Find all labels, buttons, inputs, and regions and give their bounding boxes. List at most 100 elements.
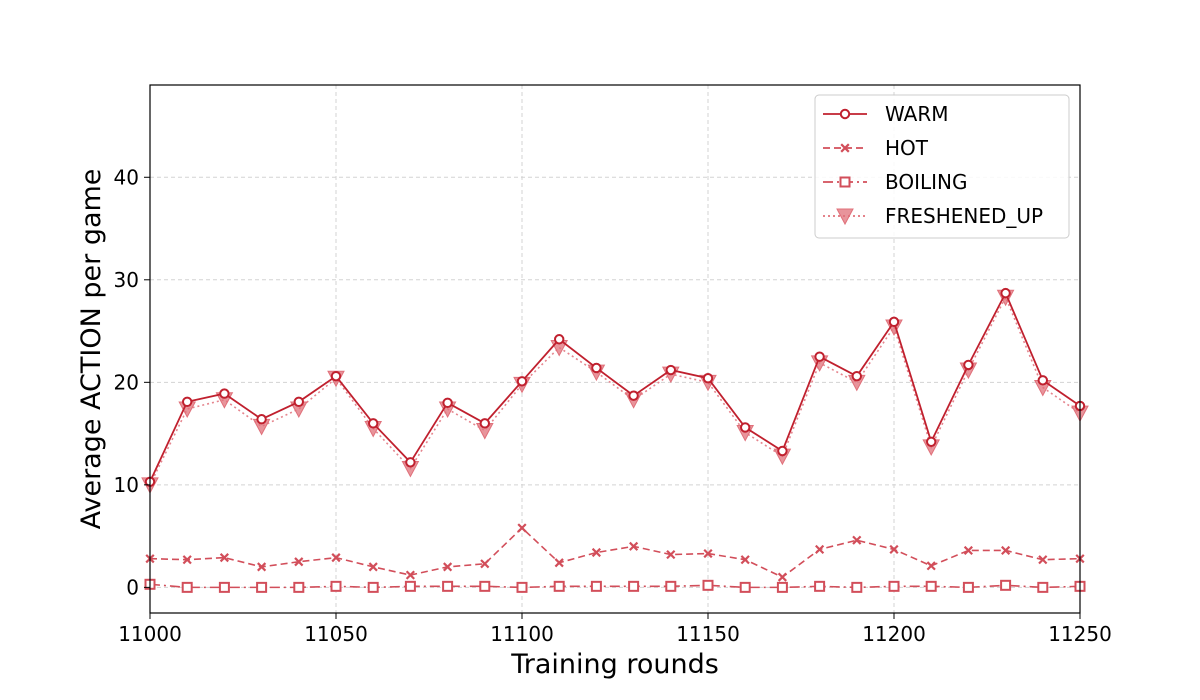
y-tick-label: 40: [114, 165, 139, 189]
data-point: [1001, 545, 1011, 556]
data-point: [628, 390, 639, 401]
data-point: [926, 436, 937, 447]
data-point: [256, 414, 267, 425]
legend-item: HOT: [823, 136, 929, 160]
x-axis-title: Training rounds: [510, 649, 719, 680]
data-point: [889, 544, 899, 555]
x-tick-label: 11100: [490, 622, 554, 646]
data-point: [182, 396, 193, 407]
data-point: [852, 535, 862, 545]
data-point: [777, 572, 787, 582]
data-point: [1000, 287, 1011, 299]
data-point: [1038, 555, 1048, 565]
data-point: [293, 396, 304, 407]
data-point: [851, 581, 863, 593]
series-freshened-up: [141, 289, 1089, 494]
data-point: [479, 418, 490, 429]
data-point: [257, 562, 267, 572]
data-point: [629, 541, 639, 551]
y-tick-label: 30: [114, 268, 139, 292]
data-point: [888, 316, 900, 328]
data-point: [331, 553, 341, 563]
data-point: [404, 580, 416, 592]
x-tick-label: 11150: [676, 622, 740, 646]
legend-marker: [839, 108, 851, 120]
data-point: [1037, 581, 1049, 593]
series-warm: [144, 287, 1086, 487]
legend: WARM HOT BOILING FRESHENED_UP: [814, 94, 1070, 239]
legend-box: [814, 94, 1070, 239]
data-point: [516, 581, 528, 593]
data-point: [219, 553, 229, 563]
x-tick-label: 11050: [304, 622, 368, 646]
data-point: [776, 581, 788, 593]
legend-label: HOT: [885, 136, 929, 160]
data-point: [665, 364, 676, 376]
data-point: [182, 555, 192, 565]
legend-item: WARM: [823, 102, 949, 126]
data-point: [443, 562, 453, 572]
series-line: [149, 526, 1081, 579]
data-point: [256, 581, 268, 593]
y-tick-label: 10: [114, 473, 139, 497]
legend-label: WARM: [885, 102, 949, 126]
data-point: [218, 581, 230, 593]
data-point: [926, 561, 936, 571]
data-point: [963, 359, 974, 371]
data-point: [925, 580, 937, 592]
data-point: [442, 397, 453, 409]
series-line: [149, 291, 1081, 483]
data-point: [739, 581, 751, 593]
data-point: [591, 362, 602, 374]
data-point: [851, 370, 862, 382]
legend-marker: [839, 176, 851, 188]
data-point: [1037, 375, 1049, 386]
data-point: [219, 388, 230, 399]
data-point: [480, 559, 490, 569]
series-line: [149, 295, 1081, 486]
x-tick-label: 11000: [118, 622, 182, 646]
data-point: [516, 376, 528, 387]
data-point: [740, 422, 751, 433]
data-point: [405, 570, 415, 580]
data-point: [963, 545, 973, 556]
axis-ticks: 11000 11050 11100 11150 11200 11250 0 10 20 30 40: [114, 165, 1112, 646]
data-point: [702, 373, 714, 384]
y-tick-label: 0: [126, 575, 139, 599]
x-tick-label: 11250: [1048, 622, 1112, 646]
legend-label: BOILING: [885, 170, 968, 194]
data-point: [517, 523, 527, 533]
data-point: [591, 547, 601, 558]
data-point: [294, 557, 304, 567]
data-point: [181, 581, 193, 593]
data-point: [628, 580, 640, 592]
x-tick-label: 11200: [862, 622, 926, 646]
axes-frame: [149, 84, 1081, 614]
plot-area: [141, 287, 1089, 593]
data-point: [554, 558, 564, 568]
data-point: [666, 549, 676, 560]
data-point: [405, 457, 416, 468]
data-point: [962, 581, 974, 593]
data-point: [330, 370, 342, 382]
series-line: [149, 583, 1081, 589]
data-point: [367, 581, 379, 593]
data-point: [330, 580, 342, 592]
y-axis-title: Average ACTION per game: [76, 169, 107, 530]
data-point: [814, 351, 825, 362]
data-point: [553, 580, 565, 592]
legend-item: FRESHENED_UP: [823, 204, 1043, 228]
data-point: [814, 580, 826, 592]
y-tick-label: 20: [114, 370, 139, 394]
series-boiling: [144, 578, 1086, 593]
data-point: [293, 581, 305, 593]
data-point: [777, 445, 788, 457]
data-point: [554, 334, 565, 345]
data-point: [1000, 579, 1012, 591]
data-point: [479, 580, 491, 592]
data-point: [442, 580, 454, 592]
data-point: [368, 418, 379, 429]
data-point: [888, 580, 900, 592]
data-point: [815, 544, 825, 555]
